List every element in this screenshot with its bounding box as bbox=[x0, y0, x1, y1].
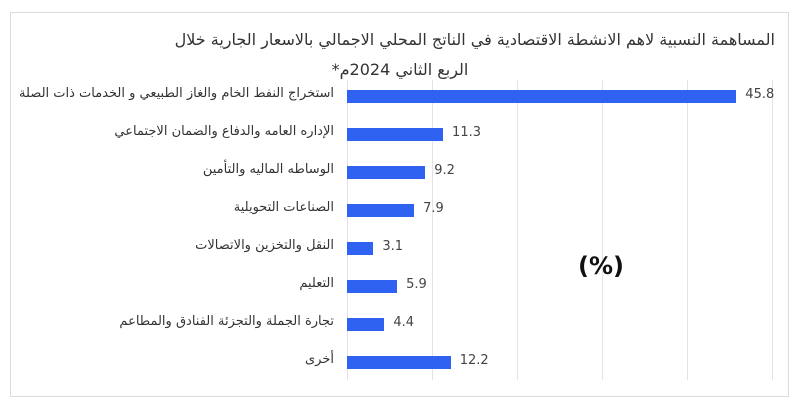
value-label: 7.9 bbox=[423, 201, 444, 216]
bar-row: أخرى 12.2 bbox=[0, 352, 800, 369]
value-label: 45.8 bbox=[745, 87, 775, 102]
bar-row: تجارة الجملة والتجزئة الفنادق والمطاعم 4.… bbox=[0, 314, 800, 331]
category-label: تجارة الجملة والتجزئة الفنادق والمطاعم bbox=[119, 314, 334, 329]
bar bbox=[347, 128, 444, 141]
gridline bbox=[517, 80, 518, 380]
category-label: الوساطه الماليه والتأمين bbox=[202, 162, 334, 177]
bar bbox=[347, 242, 374, 255]
category-label: الإداره العامه والدفاع والضمان الاجتماعي bbox=[114, 124, 334, 139]
bar-row: الصناعات التحويلية 7.9 bbox=[0, 200, 800, 217]
value-label: 4.4 bbox=[393, 315, 415, 330]
category-label: التعليم bbox=[299, 276, 334, 291]
gridline bbox=[602, 80, 603, 380]
bar-row: الإداره العامه والدفاع والضمان الاجتماعي… bbox=[0, 124, 800, 141]
value-label: 11.3 bbox=[452, 125, 481, 140]
bar bbox=[347, 204, 415, 217]
category-label: الصناعات التحويلية bbox=[233, 200, 334, 215]
chart-subtitle: الربع الثاني 2024م* bbox=[331, 60, 469, 79]
bar bbox=[347, 166, 426, 179]
chart-title: المساهمة النسبية لاهم الانشطة الاقتصادية… bbox=[174, 30, 775, 49]
bar-row: التعليم 5.9 bbox=[0, 276, 800, 293]
unit-label: (%) bbox=[578, 252, 624, 280]
gridline bbox=[347, 80, 348, 380]
bar bbox=[347, 90, 737, 103]
bar bbox=[347, 318, 385, 331]
bar bbox=[347, 280, 398, 293]
value-label: 9.2 bbox=[434, 163, 455, 178]
category-label: أخرى bbox=[305, 352, 334, 367]
category-label: استخراج النفط الخام والغاز الطبيعي و الخ… bbox=[19, 86, 334, 101]
gridline bbox=[687, 80, 688, 380]
value-label: 3.1 bbox=[382, 239, 404, 254]
gridline bbox=[772, 80, 773, 380]
bar-row: الوساطه الماليه والتأمين 9.2 bbox=[0, 162, 800, 179]
value-label: 5.9 bbox=[406, 277, 427, 292]
bar bbox=[347, 356, 451, 369]
value-label: 12.2 bbox=[459, 353, 489, 368]
bar-row: استخراج النفط الخام والغاز الطبيعي و الخ… bbox=[0, 86, 800, 103]
category-label: النقل والتخزين والاتصالات bbox=[195, 238, 334, 253]
bar-row: النقل والتخزين والاتصالات 3.1 bbox=[0, 238, 800, 255]
gridline bbox=[432, 80, 433, 380]
